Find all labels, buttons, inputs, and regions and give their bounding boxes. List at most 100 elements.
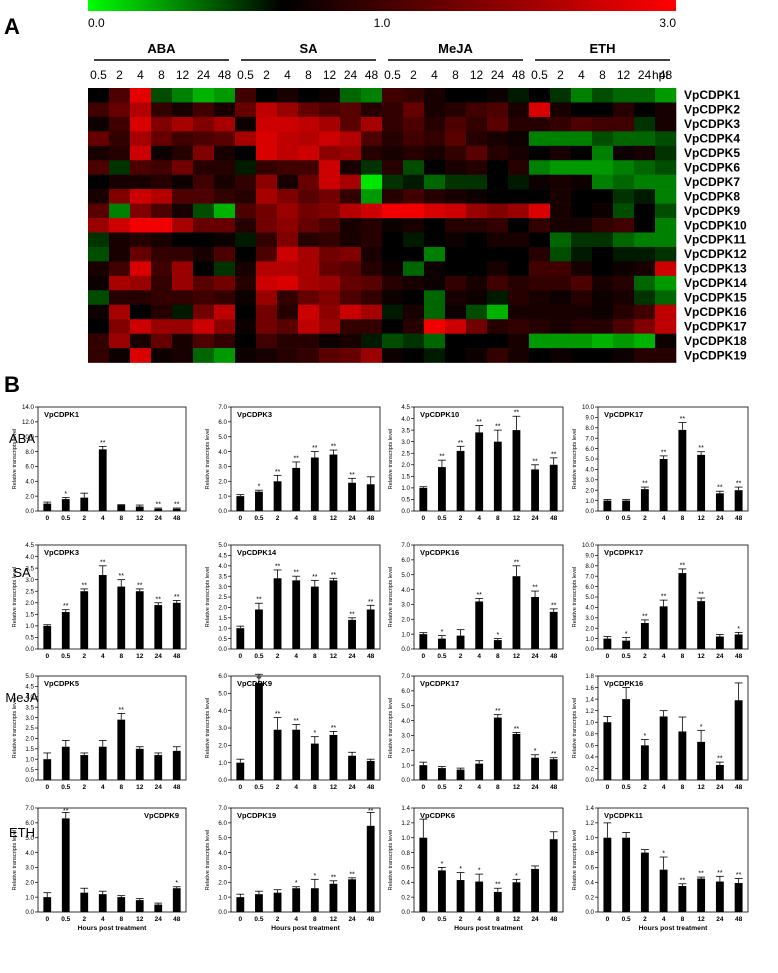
heatmap-cell	[109, 218, 131, 233]
bar	[493, 640, 502, 649]
heatmap-cell	[172, 203, 194, 219]
bar	[678, 429, 687, 511]
heatmap-cell	[571, 290, 593, 306]
heatmap-cell	[235, 174, 257, 190]
heatmap-cell	[319, 203, 341, 219]
x-axis-title: Hours post treatment	[454, 925, 523, 932]
heatmap-cell	[109, 160, 131, 175]
y-axis-title: Relative transcripts level	[205, 698, 211, 759]
heatmap-cell	[109, 348, 131, 363]
heatmap-cell	[172, 275, 194, 291]
heatmap-cell	[445, 232, 467, 248]
bar	[61, 746, 70, 780]
heatmap-cell	[214, 232, 236, 248]
heatmap-cell	[466, 275, 488, 291]
heatmap-cell	[613, 131, 635, 147]
y-tick-label: 3.0	[401, 439, 410, 446]
heatmap-cell	[109, 246, 131, 262]
heatmap-cell	[235, 275, 257, 291]
heatmap-cell	[214, 145, 236, 161]
heatmap-cell	[424, 88, 446, 103]
heatmap-cell	[571, 333, 593, 349]
heatmap-cell	[487, 174, 509, 190]
y-tick-label: 3.0	[401, 733, 410, 740]
heatmap-cell	[613, 189, 635, 204]
heatmap-cell	[214, 304, 236, 320]
x-tick-label: 0	[45, 916, 49, 923]
y-tick-label: 2.0	[218, 879, 227, 886]
x-tick-label: 24	[716, 515, 724, 522]
heatmap-cell	[508, 218, 530, 233]
heatmap-cell	[382, 232, 404, 248]
heatmap-cell	[592, 275, 614, 291]
x-tick-label: 12	[330, 515, 338, 522]
heatmap-cell	[256, 203, 278, 219]
bar	[697, 454, 706, 511]
heatmap-cell	[424, 304, 446, 320]
heatmap-cell	[445, 131, 467, 147]
y-axis-title: Relative transcripts level	[12, 429, 18, 490]
heatmap-cell	[550, 246, 572, 262]
y-tick-label: 0.4	[585, 754, 594, 761]
group-header-eth: ETH	[590, 41, 616, 56]
panel-frame	[37, 544, 187, 650]
y-tick-label: 3.0	[585, 477, 594, 484]
gene-label-vpcdpk19: VpCDPK19	[684, 348, 747, 362]
bar	[512, 430, 521, 511]
gene-label-vpcdpk2: VpCDPK2	[684, 103, 740, 117]
heatmap-cell	[487, 232, 509, 248]
heatmap-cell	[634, 304, 656, 320]
bar	[310, 888, 319, 912]
heatmap-cell	[403, 232, 425, 248]
y-tick-label: 1.4	[585, 805, 594, 812]
timepoint-labels: 0.5 2 4 8 12 24 48 0.5 2 4 8 12 24 48 0.5 2 4 8 12 24 48 0.5 2…	[90, 68, 672, 82]
bar-panel-sa-vpcdpk3: 0.0 0.5 1.0 1.5 2.0 2.5 3.0 3.5 4.0 4.5 Relative t…	[12, 542, 187, 660]
heatmap-cell	[424, 319, 446, 334]
heatmap-cell	[403, 189, 425, 204]
heatmap-cell	[424, 290, 446, 306]
y-axis-title: Relative transcripts level	[388, 567, 394, 628]
heatmap-cell	[361, 116, 383, 132]
significance-mark: **	[495, 424, 501, 431]
panel-gene-label: VpCDPK17	[420, 679, 459, 688]
heatmap-cell	[655, 290, 677, 306]
y-tick-label: 6.0	[218, 673, 227, 680]
bar	[135, 506, 144, 511]
heatmap-cell	[634, 145, 656, 161]
y-tick-label: 0.0	[25, 777, 34, 784]
timepoint-label: 24	[197, 68, 211, 82]
heatmap-cell	[109, 145, 131, 161]
x-tick-label: 2	[459, 916, 463, 923]
bar	[475, 601, 484, 649]
bar	[678, 886, 687, 912]
heatmap-cell	[466, 88, 488, 103]
significance-mark: *	[258, 484, 261, 491]
heatmap-cell	[319, 131, 341, 147]
x-tick-label: 2	[82, 653, 86, 660]
heatmap-cell	[655, 203, 677, 219]
y-tick-label: 2.0	[585, 625, 594, 632]
heatmap-cell	[571, 348, 593, 363]
heatmap-cell	[319, 189, 341, 204]
heatmap-cell	[634, 160, 656, 175]
y-tick-label: 4.0	[25, 554, 34, 561]
bar	[512, 576, 521, 649]
bar	[493, 441, 502, 511]
heatmap-cell	[382, 189, 404, 204]
bar-panel-aba-vpcdpk1: 0.0 2.0 4.0 6.0 8.0 10.0 12.0 14.0 Relative tran…	[12, 404, 187, 522]
bar-panel-aba-vpcdpk17: 0.0 1.0 2.0 3.0 4.0 5.0 6.0 7.0 8.0 9.0 10.0 Relati…	[572, 404, 749, 522]
significance-mark: **	[119, 573, 125, 580]
heatmap-cell	[130, 218, 152, 233]
bar-panel-eth-vpcdpk9: 0.0 1.0 2.0 3.0 4.0 5.0 6.0 7.0 Relative transcr…	[12, 805, 187, 923]
y-tick-label: 2.5	[401, 450, 410, 457]
heatmap-cell	[634, 218, 656, 233]
heatmap-cell	[571, 319, 593, 334]
heatmap-cell	[172, 261, 194, 277]
significance-mark: **	[331, 725, 337, 732]
timepoint-label: 4	[431, 68, 438, 82]
heatmap-cell	[109, 290, 131, 306]
significance-mark: **	[256, 676, 262, 683]
heatmap-cell	[529, 160, 551, 175]
significance-mark: **	[63, 603, 69, 610]
heatmap-cell	[592, 304, 614, 320]
